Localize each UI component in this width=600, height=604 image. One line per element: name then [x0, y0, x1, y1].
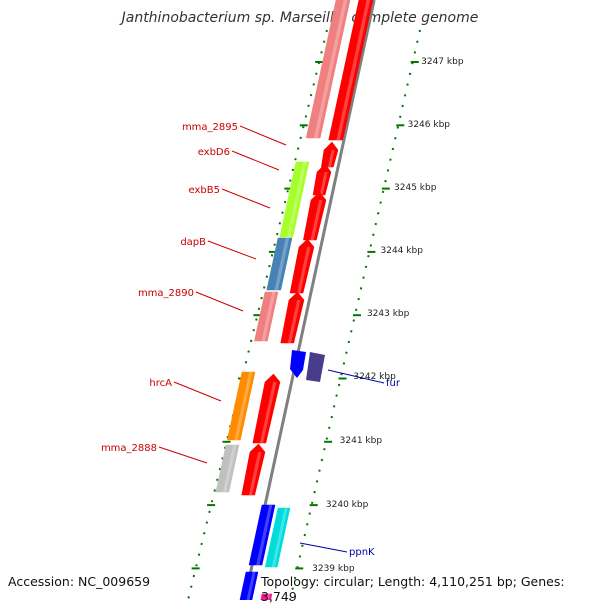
gene-leader-line	[239, 125, 287, 146]
gene-label: exbD6	[198, 147, 230, 158]
genome-backbone	[243, 0, 376, 600]
gene-leader-line	[221, 188, 271, 209]
scale-label: 3243 kbp	[367, 309, 410, 319]
gene-arrow-shine	[297, 247, 311, 293]
gene-arrow-exbB5-shine	[286, 190, 301, 237]
gene-arrow	[312, 163, 332, 196]
gene-leader-line	[299, 542, 348, 553]
gene-arrow	[289, 238, 315, 294]
gene-arrow-shine	[256, 505, 273, 565]
gene-label: ppnK	[349, 547, 375, 558]
gene-label: mma_2895	[182, 122, 238, 133]
gene-arrow-exbB5	[279, 189, 304, 238]
scale-label: 3246 kbp	[408, 120, 451, 130]
accession-text: Accession: NC_009659	[8, 574, 151, 589]
gene-arrow	[328, 0, 374, 141]
gene-arrow-shine	[248, 452, 262, 495]
gene-arrow-ppnK-shine	[271, 508, 288, 567]
gene-arrow-hrcA-shine	[234, 372, 253, 440]
gene-arrow-mma_2890	[254, 291, 279, 342]
gene-arrow	[321, 141, 339, 168]
gene-label: exbB5	[189, 185, 220, 196]
scale-label: 3240 kbp	[326, 500, 369, 510]
gene-label: hrcA	[149, 378, 172, 389]
gene-leader-line	[158, 446, 208, 464]
gene-arrow	[290, 350, 306, 378]
gene-arrow	[252, 373, 281, 444]
gene-arrow	[303, 191, 327, 241]
gene-arrow-shine	[327, 150, 335, 167]
gene-leader-line	[173, 381, 222, 402]
gene-arrow	[239, 571, 259, 600]
gene-arrow-mma_2888	[215, 444, 240, 493]
gene-arrow-shine	[259, 382, 277, 443]
gene-label: dapB	[180, 237, 206, 248]
gene-leader-line	[231, 150, 280, 171]
scale-label: 3242 kbp	[353, 372, 396, 382]
gene-arrow-mma_2888-shine	[222, 445, 237, 492]
gene-arrow-ppnK	[264, 507, 291, 568]
gene-arrow	[280, 291, 305, 344]
map-title: Janthinobacterium sp. Marseille, complet…	[121, 10, 479, 26]
gene-arrow-shine	[310, 200, 323, 240]
gene-arrow-shine	[266, 594, 270, 600]
gene-arrow-shine	[313, 0, 348, 138]
gene-label: mma_2890	[138, 288, 194, 299]
gene-arrow-mma_2890-shine	[261, 292, 276, 341]
gene-arrow-dapB	[266, 237, 293, 291]
gene-arrow-shine	[336, 0, 371, 140]
gene-arrow-hrcA	[227, 371, 256, 441]
gene-label: mma_2888	[101, 443, 157, 454]
gene-arrow	[260, 593, 273, 600]
scale-label: 3244 kbp	[381, 246, 424, 256]
gene-label: fur	[386, 378, 401, 389]
gene-arrow-fur	[306, 352, 325, 382]
scale-label: 3245 kbp	[394, 183, 437, 193]
scale-label: 3241 kbp	[340, 436, 383, 446]
gene-arrow-shine	[287, 300, 301, 343]
gene-arrow-exbD6-shine	[296, 162, 307, 192]
gene-arrow	[248, 504, 276, 566]
gene-leader-line	[207, 240, 257, 260]
gene-arrow-shine	[246, 572, 256, 600]
gene-leader-line	[327, 369, 385, 384]
gene-arrow	[241, 443, 266, 496]
gene-arrow	[305, 0, 351, 139]
gene-leader-line	[195, 291, 244, 312]
gene-arrow-shine	[319, 172, 328, 195]
scale-label: 3239 kbp	[312, 564, 355, 574]
scale-label: 3247 kbp	[421, 57, 464, 67]
gene-arrow-dapB-shine	[274, 238, 290, 290]
